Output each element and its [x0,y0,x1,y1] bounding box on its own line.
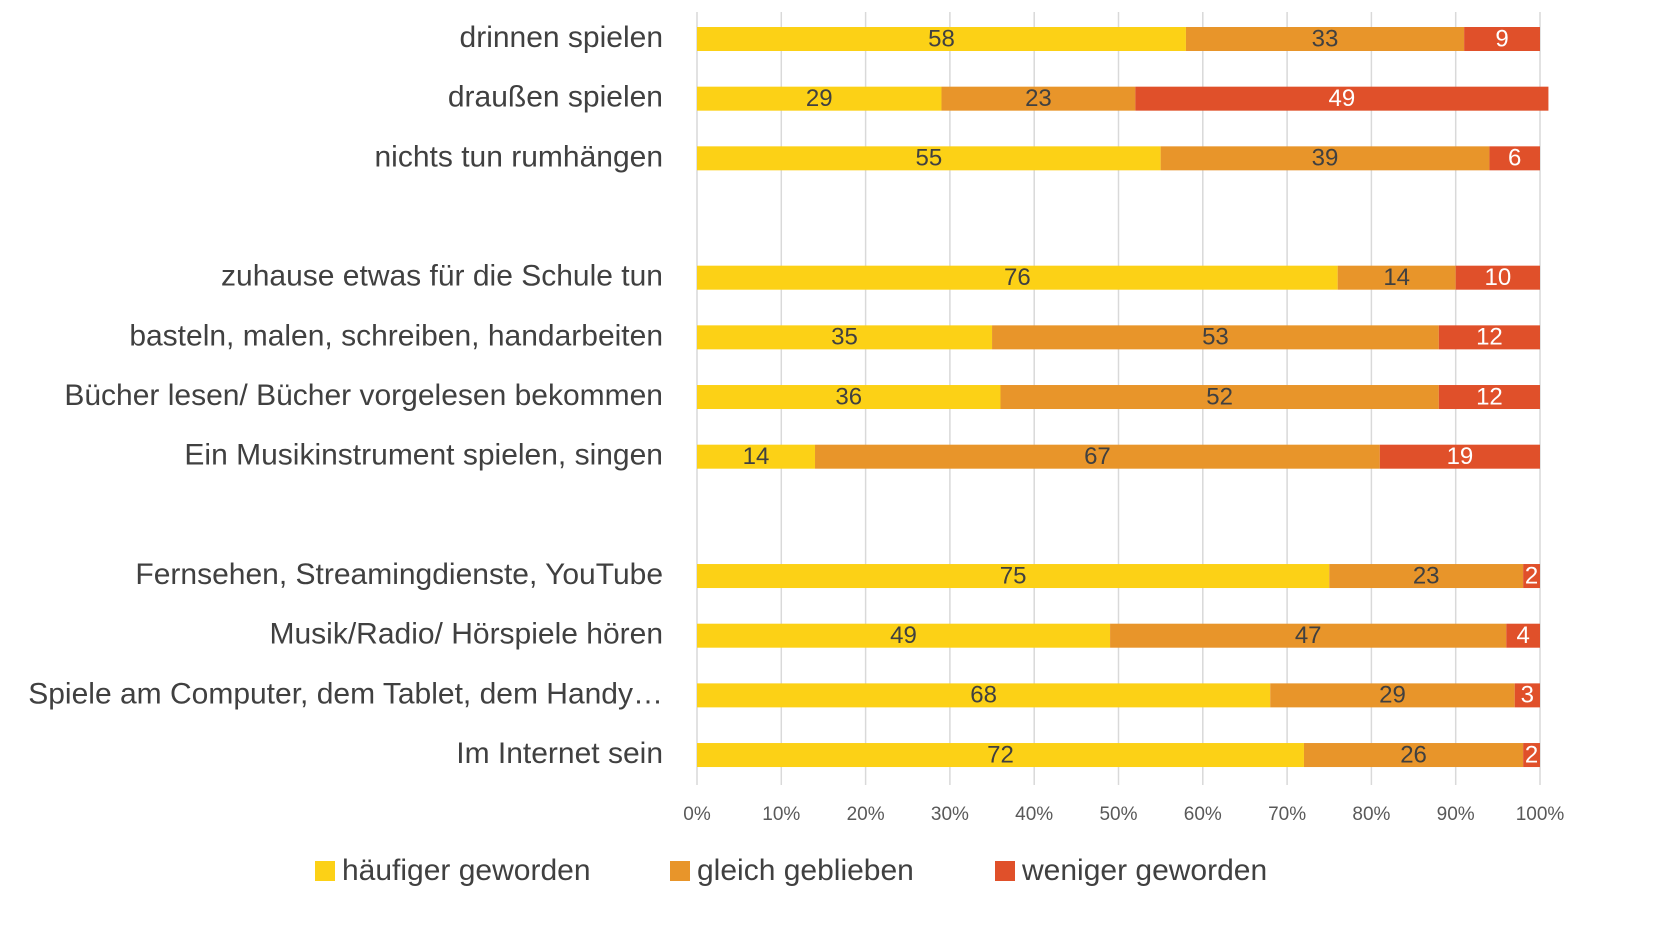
legend-label: gleich geblieben [697,854,914,887]
bar-segment [1489,146,1540,171]
bar-segment [1438,325,1540,350]
x-tick-label: 60% [1184,804,1222,825]
legend-label: weniger geworden [1021,854,1267,887]
category-label: drinnen spielen [460,21,663,54]
bar-segment [697,27,1186,51]
data-label: 35 [831,324,858,351]
data-label: 3 [1521,682,1534,709]
x-tick-label: 20% [847,804,885,825]
bar-segment [697,265,1338,290]
category-label: nichts tun rumhängen [374,140,663,173]
bar-segment [941,86,1136,111]
data-label: 19 [1447,443,1474,470]
bar-segment [1438,385,1540,410]
bar-segment [697,444,816,469]
category-label: basteln, malen, schreiben, handarbeiten [129,319,663,352]
bar-segment [1270,683,1515,708]
bar-segment [1514,683,1540,708]
bar-segment [697,325,993,350]
bar-segment [1379,444,1540,469]
data-label: 2 [1525,562,1538,589]
category-label: draußen spielen [448,81,663,114]
data-label: 58 [928,25,955,52]
data-label: 47 [1295,622,1322,649]
data-label: 14 [1383,264,1410,291]
data-label: 75 [1000,562,1027,589]
bar-segment [1160,146,1490,171]
data-label: 29 [806,85,833,112]
x-tick-label: 40% [1015,804,1053,825]
bar-segment [992,325,1439,350]
category-label: Fernsehen, Streamingdienste, YouTube [135,558,663,591]
bar-segment [697,623,1111,648]
bar-segment [1303,743,1524,768]
category-label: Spiele am Computer, dem Tablet, dem Hand… [28,677,663,710]
data-label: 49 [1329,85,1356,112]
x-tick-label: 10% [762,804,800,825]
data-label: 52 [1206,383,1233,410]
bar-segment [1000,385,1439,410]
data-label: 12 [1476,324,1503,351]
legend-swatch [995,861,1015,881]
x-tick-label: 90% [1437,804,1475,825]
x-tick-label: 80% [1352,804,1390,825]
bar-segment [1329,564,1524,589]
data-label: 23 [1025,85,1052,112]
category-label: Im Internet sein [456,737,663,770]
category-label: zuhause etwas für die Schule tun [221,260,663,293]
x-tick-label: 50% [1099,804,1137,825]
data-label: 26 [1400,741,1427,768]
bar-segment [1506,623,1540,648]
data-label: 36 [835,383,862,410]
data-label: 72 [987,741,1014,768]
bar-segment [1523,564,1540,589]
legend-label: häufiger geworden [342,854,591,887]
bar-segment [1523,743,1540,768]
category-label: Musik/Radio/ Hörspiele hören [269,618,663,651]
x-tick-label: 30% [931,804,969,825]
bar-segment [815,444,1380,469]
data-label: 67 [1084,443,1111,470]
data-label: 33 [1312,25,1339,52]
data-label: 39 [1312,145,1339,172]
category-label: Bücher lesen/ Bücher vorgelesen bekommen [64,379,663,412]
bar-segment [1455,265,1540,290]
x-tick-label: 0% [683,804,711,825]
data-label: 12 [1476,383,1503,410]
bar-segment [1337,265,1456,290]
bar-segment [697,146,1161,171]
category-label: Ein Musikinstrument spielen, singen [184,439,663,472]
bar-segment [697,743,1304,768]
data-label: 10 [1484,264,1511,291]
data-label: 53 [1202,324,1229,351]
data-label: 76 [1004,264,1031,291]
data-label: 49 [890,622,917,649]
legend-swatch [670,861,690,881]
data-label: 4 [1516,622,1529,649]
legend-swatch [315,861,335,881]
data-label: 23 [1413,562,1440,589]
data-label: 6 [1508,145,1521,172]
x-tick-label: 100% [1516,804,1565,825]
data-label: 55 [915,145,942,172]
bar-segment [697,86,942,111]
data-label: 68 [970,682,997,709]
bar-segment [697,385,1001,410]
data-label: 14 [743,443,770,470]
bar-segment [1464,27,1540,51]
bar-segment [697,683,1271,708]
bar-segment [697,564,1330,589]
data-label: 2 [1525,741,1538,768]
data-label: 29 [1379,682,1406,709]
bar-segment [1185,27,1465,51]
bar-segment [1110,623,1507,648]
bar-segment [1135,86,1549,111]
data-label: 9 [1495,25,1508,52]
x-tick-label: 70% [1268,804,1306,825]
